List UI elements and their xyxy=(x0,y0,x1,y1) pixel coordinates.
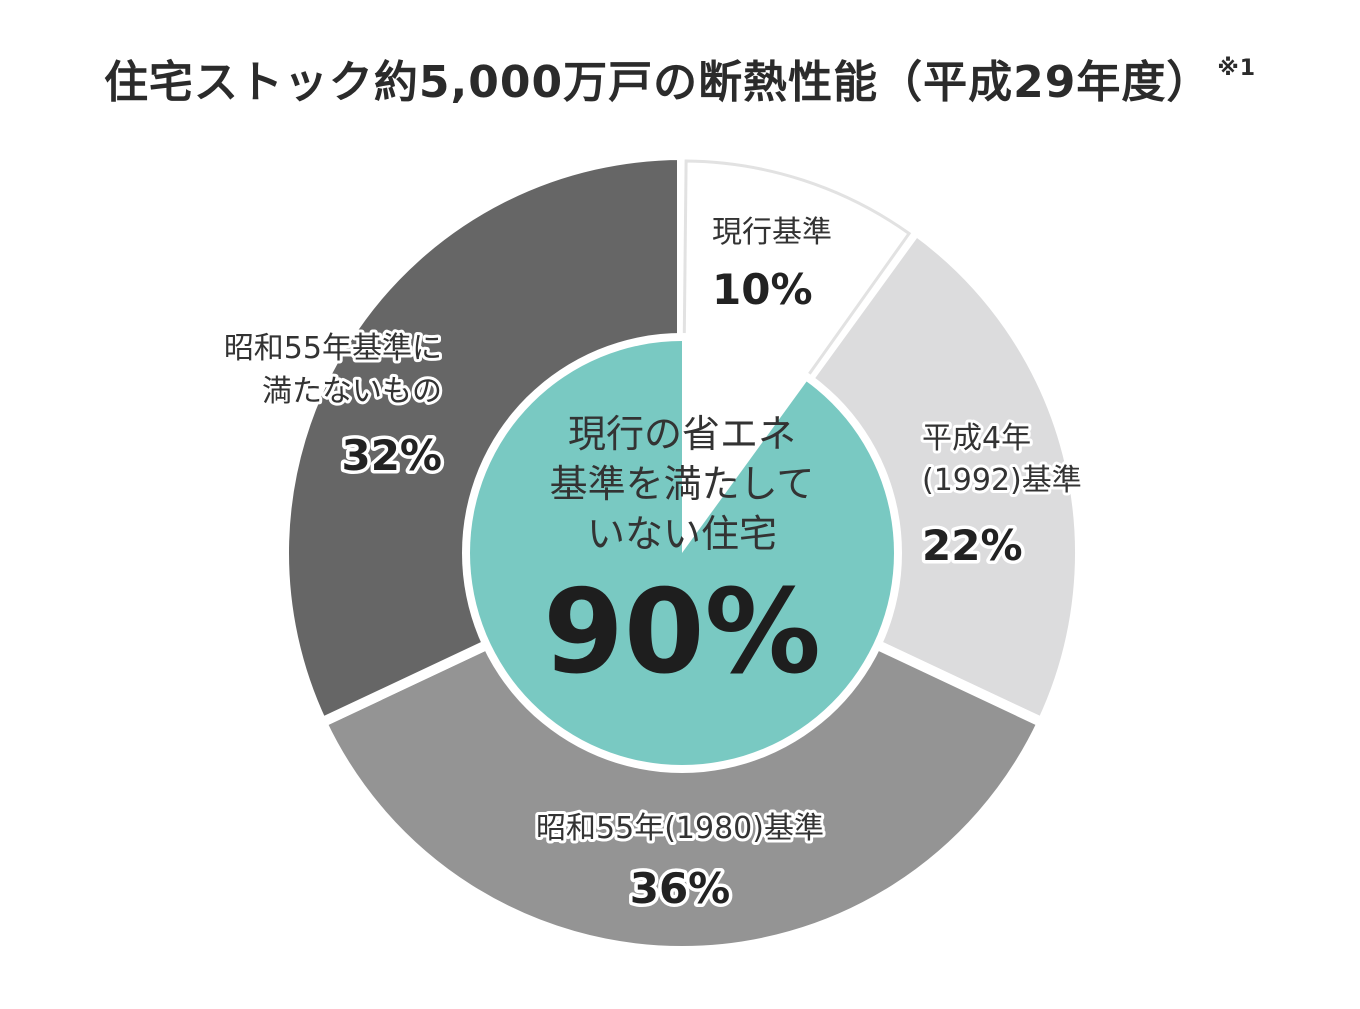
slice-value-label: 10% xyxy=(712,265,813,314)
slice-value-label: 36% xyxy=(630,864,731,913)
chart-title: 住宅ストック約5,000万戸の断熱性能（平成29年度） ※1 xyxy=(0,46,1360,110)
slice-label: 昭和55年基準に xyxy=(224,331,442,366)
slice-label: 現行基準 xyxy=(712,215,832,250)
center-label-line: 基準を満たして xyxy=(550,462,815,506)
center-label-line: 現行の省エネ xyxy=(568,412,796,456)
labels-layer: 現行基準 10% 平成4年 (1992)基準 22% 昭和55年(1980)基準 36% 昭和… xyxy=(221,215,1085,917)
slice-label: 平成4年 xyxy=(922,421,1031,456)
center-label-line: いない住宅 xyxy=(587,512,777,556)
center-value: 90% xyxy=(543,565,821,700)
slice-label: 昭和55年(1980)基準 xyxy=(536,811,824,846)
slice-value-label: 32% xyxy=(341,431,442,480)
chart-title-text: 住宅ストック約5,000万戸の断熱性能（平成29年度） xyxy=(103,57,1212,108)
center-current-standard-wedge xyxy=(682,340,808,553)
title-footnote-mark: ※1 xyxy=(1217,56,1257,81)
slice-label: (1992)基準 xyxy=(922,463,1082,498)
current-standard-outline xyxy=(680,159,912,558)
slice-value-label: 22% xyxy=(922,521,1023,570)
slice-label: 満たないもの xyxy=(262,374,442,409)
